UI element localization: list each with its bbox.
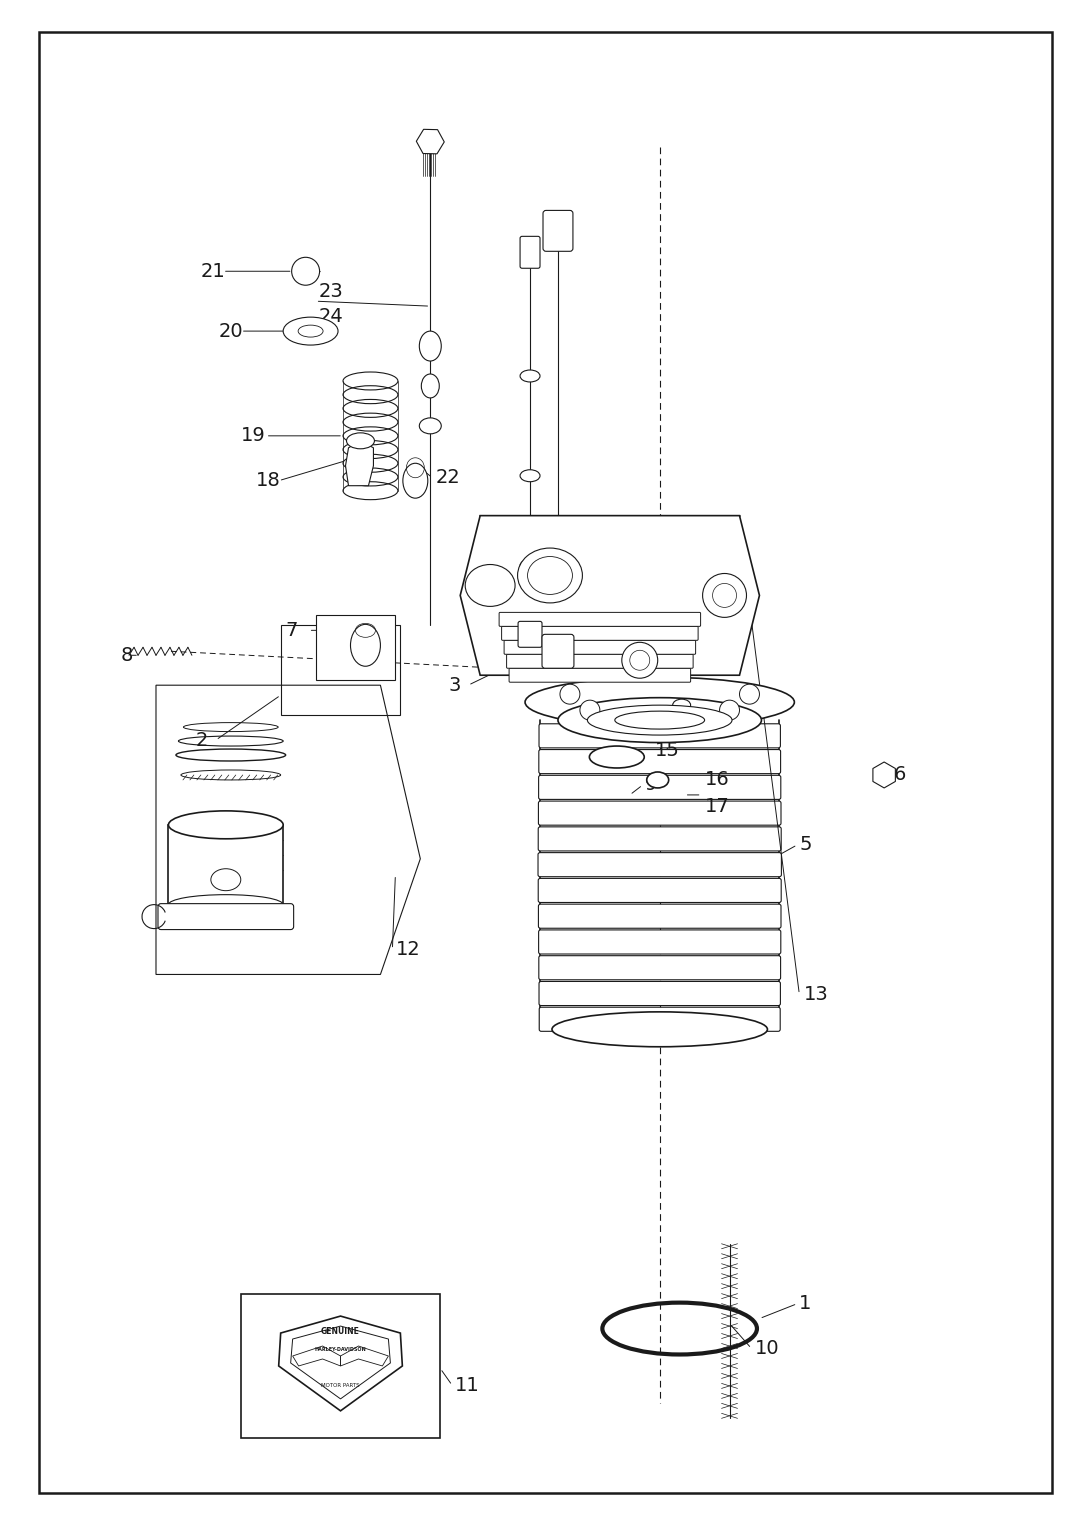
Ellipse shape	[419, 418, 441, 433]
Ellipse shape	[465, 564, 515, 607]
Ellipse shape	[589, 746, 645, 769]
Ellipse shape	[673, 698, 691, 711]
Text: 9: 9	[645, 775, 657, 795]
Circle shape	[630, 650, 650, 669]
Polygon shape	[460, 515, 759, 676]
Text: 17: 17	[705, 798, 730, 816]
Bar	[168, 825, 284, 904]
FancyBboxPatch shape	[538, 852, 781, 877]
FancyBboxPatch shape	[504, 640, 696, 654]
Text: 12: 12	[395, 939, 420, 959]
Ellipse shape	[347, 433, 374, 448]
Ellipse shape	[520, 560, 540, 572]
Text: MOTOR PARTS: MOTOR PARTS	[321, 1383, 360, 1388]
FancyBboxPatch shape	[502, 627, 698, 640]
Circle shape	[560, 685, 580, 705]
FancyBboxPatch shape	[509, 668, 691, 682]
Text: 3: 3	[448, 676, 460, 695]
Text: 6: 6	[895, 766, 907, 784]
Circle shape	[703, 573, 746, 618]
Ellipse shape	[520, 470, 540, 482]
Ellipse shape	[298, 325, 323, 337]
FancyBboxPatch shape	[542, 634, 574, 668]
FancyBboxPatch shape	[518, 621, 542, 647]
Bar	[241, 1293, 441, 1438]
Text: 19: 19	[241, 427, 265, 445]
Text: 20: 20	[219, 322, 243, 340]
Ellipse shape	[168, 895, 284, 915]
Ellipse shape	[211, 869, 241, 891]
Ellipse shape	[517, 547, 583, 602]
Circle shape	[291, 258, 320, 285]
FancyBboxPatch shape	[539, 775, 781, 799]
FancyBboxPatch shape	[539, 904, 781, 929]
Text: 7: 7	[286, 621, 298, 640]
Text: 5: 5	[800, 836, 812, 854]
Ellipse shape	[520, 371, 540, 381]
Text: 15: 15	[655, 741, 680, 759]
Polygon shape	[346, 441, 373, 485]
FancyBboxPatch shape	[539, 982, 780, 1005]
FancyBboxPatch shape	[539, 724, 780, 747]
FancyBboxPatch shape	[520, 236, 540, 268]
Ellipse shape	[168, 811, 284, 839]
Text: 13: 13	[804, 985, 829, 1003]
FancyBboxPatch shape	[506, 654, 693, 668]
FancyBboxPatch shape	[539, 930, 781, 955]
Ellipse shape	[350, 624, 381, 666]
Ellipse shape	[552, 1013, 767, 1046]
Circle shape	[580, 700, 600, 720]
Ellipse shape	[284, 317, 338, 345]
Text: 23: 23	[319, 282, 344, 300]
Circle shape	[740, 685, 759, 705]
FancyBboxPatch shape	[539, 956, 780, 979]
Bar	[280, 625, 400, 715]
Text: 10: 10	[755, 1339, 779, 1357]
FancyBboxPatch shape	[538, 878, 781, 903]
Text: 8: 8	[121, 645, 133, 665]
Text: 16: 16	[705, 770, 730, 790]
FancyBboxPatch shape	[539, 801, 781, 825]
Text: GENUINE: GENUINE	[321, 1327, 360, 1336]
FancyBboxPatch shape	[539, 1006, 780, 1031]
Ellipse shape	[421, 374, 440, 398]
FancyBboxPatch shape	[543, 210, 573, 252]
Text: HARLEY-DAVIDSON: HARLEY-DAVIDSON	[314, 1347, 367, 1351]
Circle shape	[622, 642, 658, 679]
Text: 1: 1	[800, 1295, 812, 1313]
Text: 24: 24	[319, 307, 344, 326]
Ellipse shape	[558, 697, 762, 743]
FancyBboxPatch shape	[315, 616, 395, 680]
FancyBboxPatch shape	[499, 613, 700, 627]
Ellipse shape	[587, 705, 732, 735]
Ellipse shape	[647, 772, 669, 788]
Ellipse shape	[419, 331, 441, 361]
Text: 2: 2	[196, 730, 208, 750]
Ellipse shape	[528, 557, 573, 595]
Circle shape	[720, 700, 740, 720]
Text: 11: 11	[455, 1376, 480, 1395]
Text: 4: 4	[530, 645, 542, 665]
Ellipse shape	[615, 711, 705, 729]
FancyBboxPatch shape	[158, 904, 293, 930]
Text: 22: 22	[435, 468, 460, 486]
Ellipse shape	[403, 464, 428, 499]
Text: 14: 14	[655, 715, 680, 735]
Text: 18: 18	[255, 471, 280, 490]
FancyBboxPatch shape	[538, 827, 781, 851]
Text: 21: 21	[201, 262, 226, 281]
Circle shape	[712, 584, 736, 607]
FancyBboxPatch shape	[539, 750, 780, 773]
Ellipse shape	[525, 677, 794, 727]
